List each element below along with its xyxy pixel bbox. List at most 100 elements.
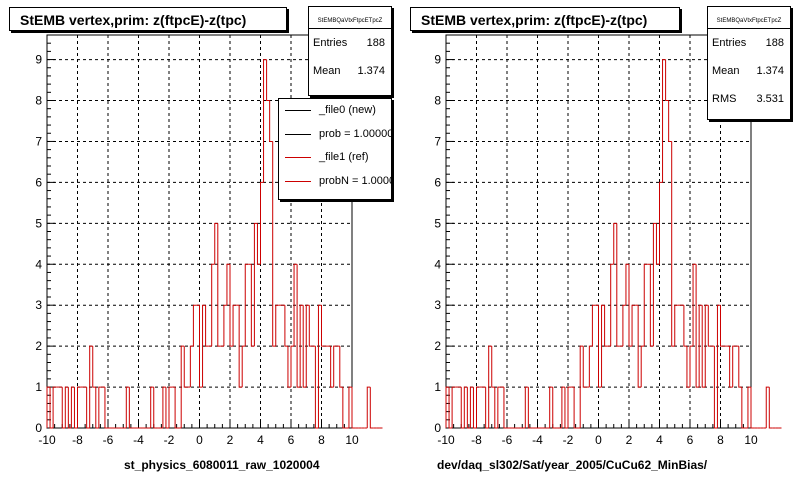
right-histogram-bin <box>552 387 556 429</box>
left-histogram-bin <box>238 305 243 388</box>
left-histogram-bin <box>275 304 279 347</box>
left-histogram-bin <box>256 223 261 265</box>
right-histogram-bin <box>610 263 614 347</box>
right-x-tick-label: 2 <box>626 433 633 447</box>
right-stats-rms: RMS 3.531 <box>712 93 784 105</box>
right-histogram-bin <box>683 305 687 347</box>
right-y-tick-label: 5 <box>434 216 441 230</box>
right-histogram-bin <box>707 305 712 347</box>
left-histogram-bin <box>348 386 352 428</box>
left-stats-histname: StEMBQaVtxFtpcETpcZ <box>309 7 391 29</box>
right-y-tick-label: 7 <box>434 134 441 148</box>
right-histogram-bin <box>604 305 608 347</box>
left-histogram-bin <box>86 387 90 429</box>
left-histogram-bin <box>92 346 96 388</box>
left-histogram-bin <box>77 386 81 428</box>
right-histogram-bin <box>579 345 584 428</box>
legend-line-icon <box>285 180 311 182</box>
legend-line-icon <box>285 156 311 158</box>
right-histogram-bin <box>686 346 690 388</box>
right-histogram-bin <box>662 59 666 183</box>
left-x-axis-label: st_physics_6080011_raw_1020004 <box>124 458 320 472</box>
left-histogram-bin <box>162 386 166 428</box>
right-histogram-bin <box>643 263 648 347</box>
right-histogram-bin <box>616 223 620 347</box>
right-y-tick-label: 8 <box>434 94 441 108</box>
left-histogram-bin <box>199 305 203 388</box>
left-histogram-bin <box>269 100 273 142</box>
left-x-tick-label: -10 <box>38 433 56 447</box>
right-histogram-bin <box>466 387 471 429</box>
right-histogram-bin <box>591 304 596 347</box>
right-x-tick-label: -8 <box>471 433 482 447</box>
right-histogram-bin <box>674 304 678 347</box>
left-histogram-bin <box>339 346 343 388</box>
left-x-tick-label: -4 <box>133 433 144 447</box>
right-histogram-bin <box>704 304 709 388</box>
left-x-tick-label: 2 <box>227 433 234 447</box>
right-histogram-bin <box>463 386 468 428</box>
right-y-tick-label: 3 <box>434 298 441 312</box>
legend-line-icon <box>285 109 311 111</box>
left-histogram-bin <box>211 263 215 347</box>
legend-entry-file0: _file0 (new) <box>279 104 376 116</box>
right-histogram-bin <box>655 223 660 265</box>
right-x-tick-label: -10 <box>437 433 455 447</box>
right-histogram-bin <box>494 387 498 429</box>
left-histogram-bin <box>49 387 54 429</box>
right-histogram-bin <box>476 386 480 428</box>
right-histogram-bin <box>701 305 706 388</box>
right-x-tick-label: 10 <box>744 433 758 447</box>
left-histogram-bin <box>205 305 209 347</box>
left-histogram-bin <box>366 386 371 428</box>
left-y-tick-label: 8 <box>35 94 42 108</box>
right-stats-entries: Entries 188 <box>712 37 784 49</box>
right-histogram-bin <box>659 181 663 265</box>
left-histogram-bin <box>95 387 99 429</box>
right-histogram-bin <box>747 386 751 428</box>
right-stats-box: StEMBQaVtxFtpcETpcZ Entries 188 Mean 1.3… <box>707 6 791 120</box>
right-x-tick-label: 4 <box>656 433 663 447</box>
left-histogram-bin <box>214 222 218 265</box>
right-histogram-bin <box>503 387 507 429</box>
right-histogram-bin <box>488 345 492 428</box>
left-histogram-bin <box>226 263 230 306</box>
right-histogram-bin <box>665 59 669 101</box>
right-histogram-bin <box>588 345 593 388</box>
left-histogram-bin <box>174 387 179 429</box>
left-histogram-bin <box>299 304 304 388</box>
left-histogram-bin <box>290 345 295 388</box>
left-histogram-bin <box>253 222 258 347</box>
right-y-tick-label: 0 <box>434 421 441 435</box>
right-histogram-bin <box>637 305 642 388</box>
left-histogram-bin <box>98 386 102 428</box>
left-stats-box: StEMBQaVtxFtpcETpcZ Entries 188 Mean 1.3… <box>308 6 392 96</box>
right-histogram-bin <box>631 304 636 347</box>
left-histogram-bin <box>223 304 227 347</box>
left-histogram-bin <box>73 387 78 429</box>
left-histogram-bin <box>52 386 57 428</box>
left-histogram-bin <box>293 263 298 347</box>
left-histogram-bin <box>229 264 234 347</box>
right-histogram-bin <box>573 387 578 429</box>
left-histogram-bin <box>244 263 249 347</box>
left-stats-entries: Entries 188 <box>313 37 385 49</box>
right-histogram-bin <box>692 263 697 347</box>
left-histogram-bin <box>128 387 133 429</box>
right-histogram-bin <box>567 386 572 428</box>
left-x-tick-label: -2 <box>164 433 175 447</box>
left-histogram-bin <box>351 387 356 429</box>
left-histogram-bin <box>183 346 188 388</box>
right-y-tick-label: 9 <box>434 53 441 67</box>
right-histogram-bin <box>689 345 694 388</box>
left-histogram-bin <box>284 305 288 347</box>
right-histogram-bin <box>622 304 626 347</box>
left-histogram-bin <box>266 59 270 101</box>
right-histogram-bin <box>524 386 529 428</box>
left-y-tick-label: 9 <box>35 53 42 67</box>
left-histogram-bin <box>263 59 267 183</box>
right-histogram-bin <box>698 304 703 388</box>
right-x-tick-label: -2 <box>563 433 574 447</box>
right-histogram-bin <box>485 387 489 429</box>
